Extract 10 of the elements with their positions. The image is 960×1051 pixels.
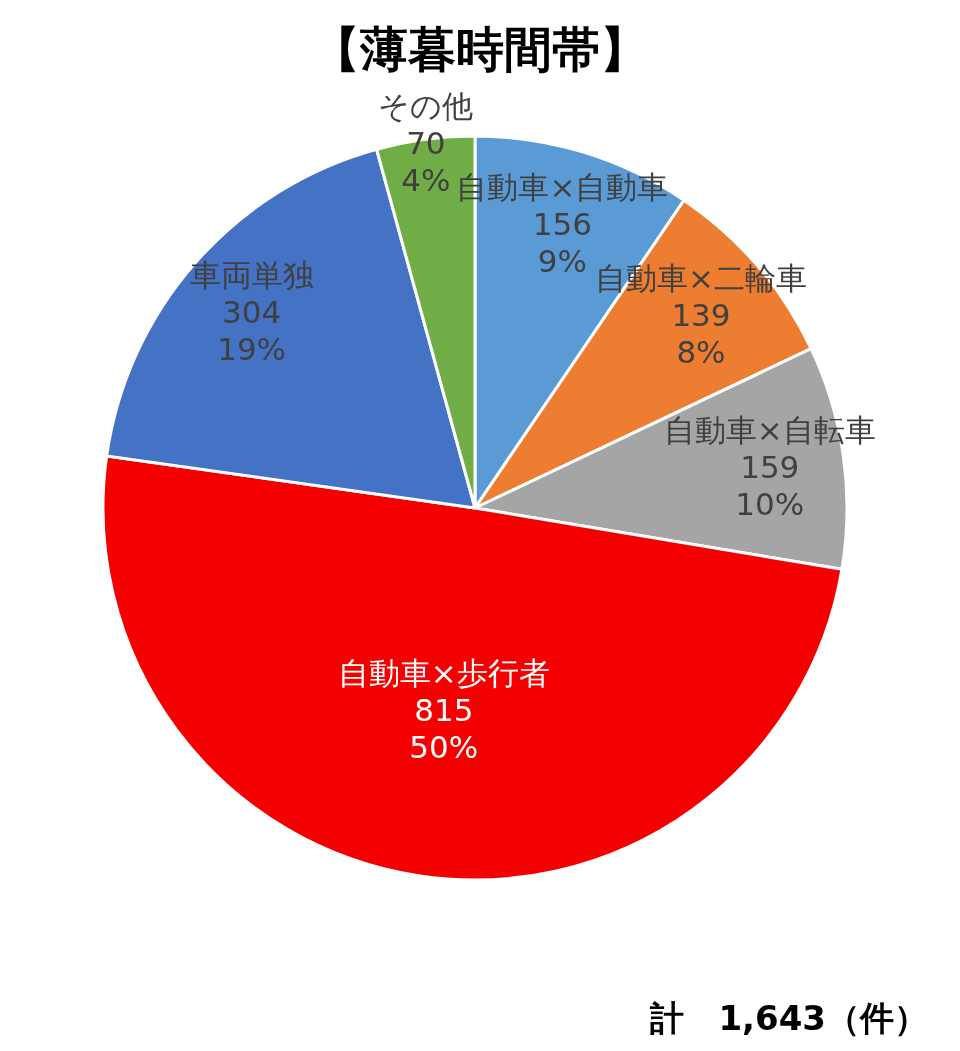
slice-label: その他 (378, 88, 474, 125)
data-label: 156 9% (532, 205, 593, 279)
data-label: 815 50% (409, 692, 479, 766)
slice-label: 車両単独 (189, 256, 314, 293)
data-label: 139 8% (671, 296, 731, 370)
slice-label: 自動車×歩行者 (337, 655, 550, 692)
data-label: 159 10% (735, 449, 805, 523)
text: 計 1,643（件） (649, 998, 928, 1038)
data-label: 304 19% (217, 293, 287, 367)
chart-title: 【薄暮時間帯】 (312, 21, 648, 77)
